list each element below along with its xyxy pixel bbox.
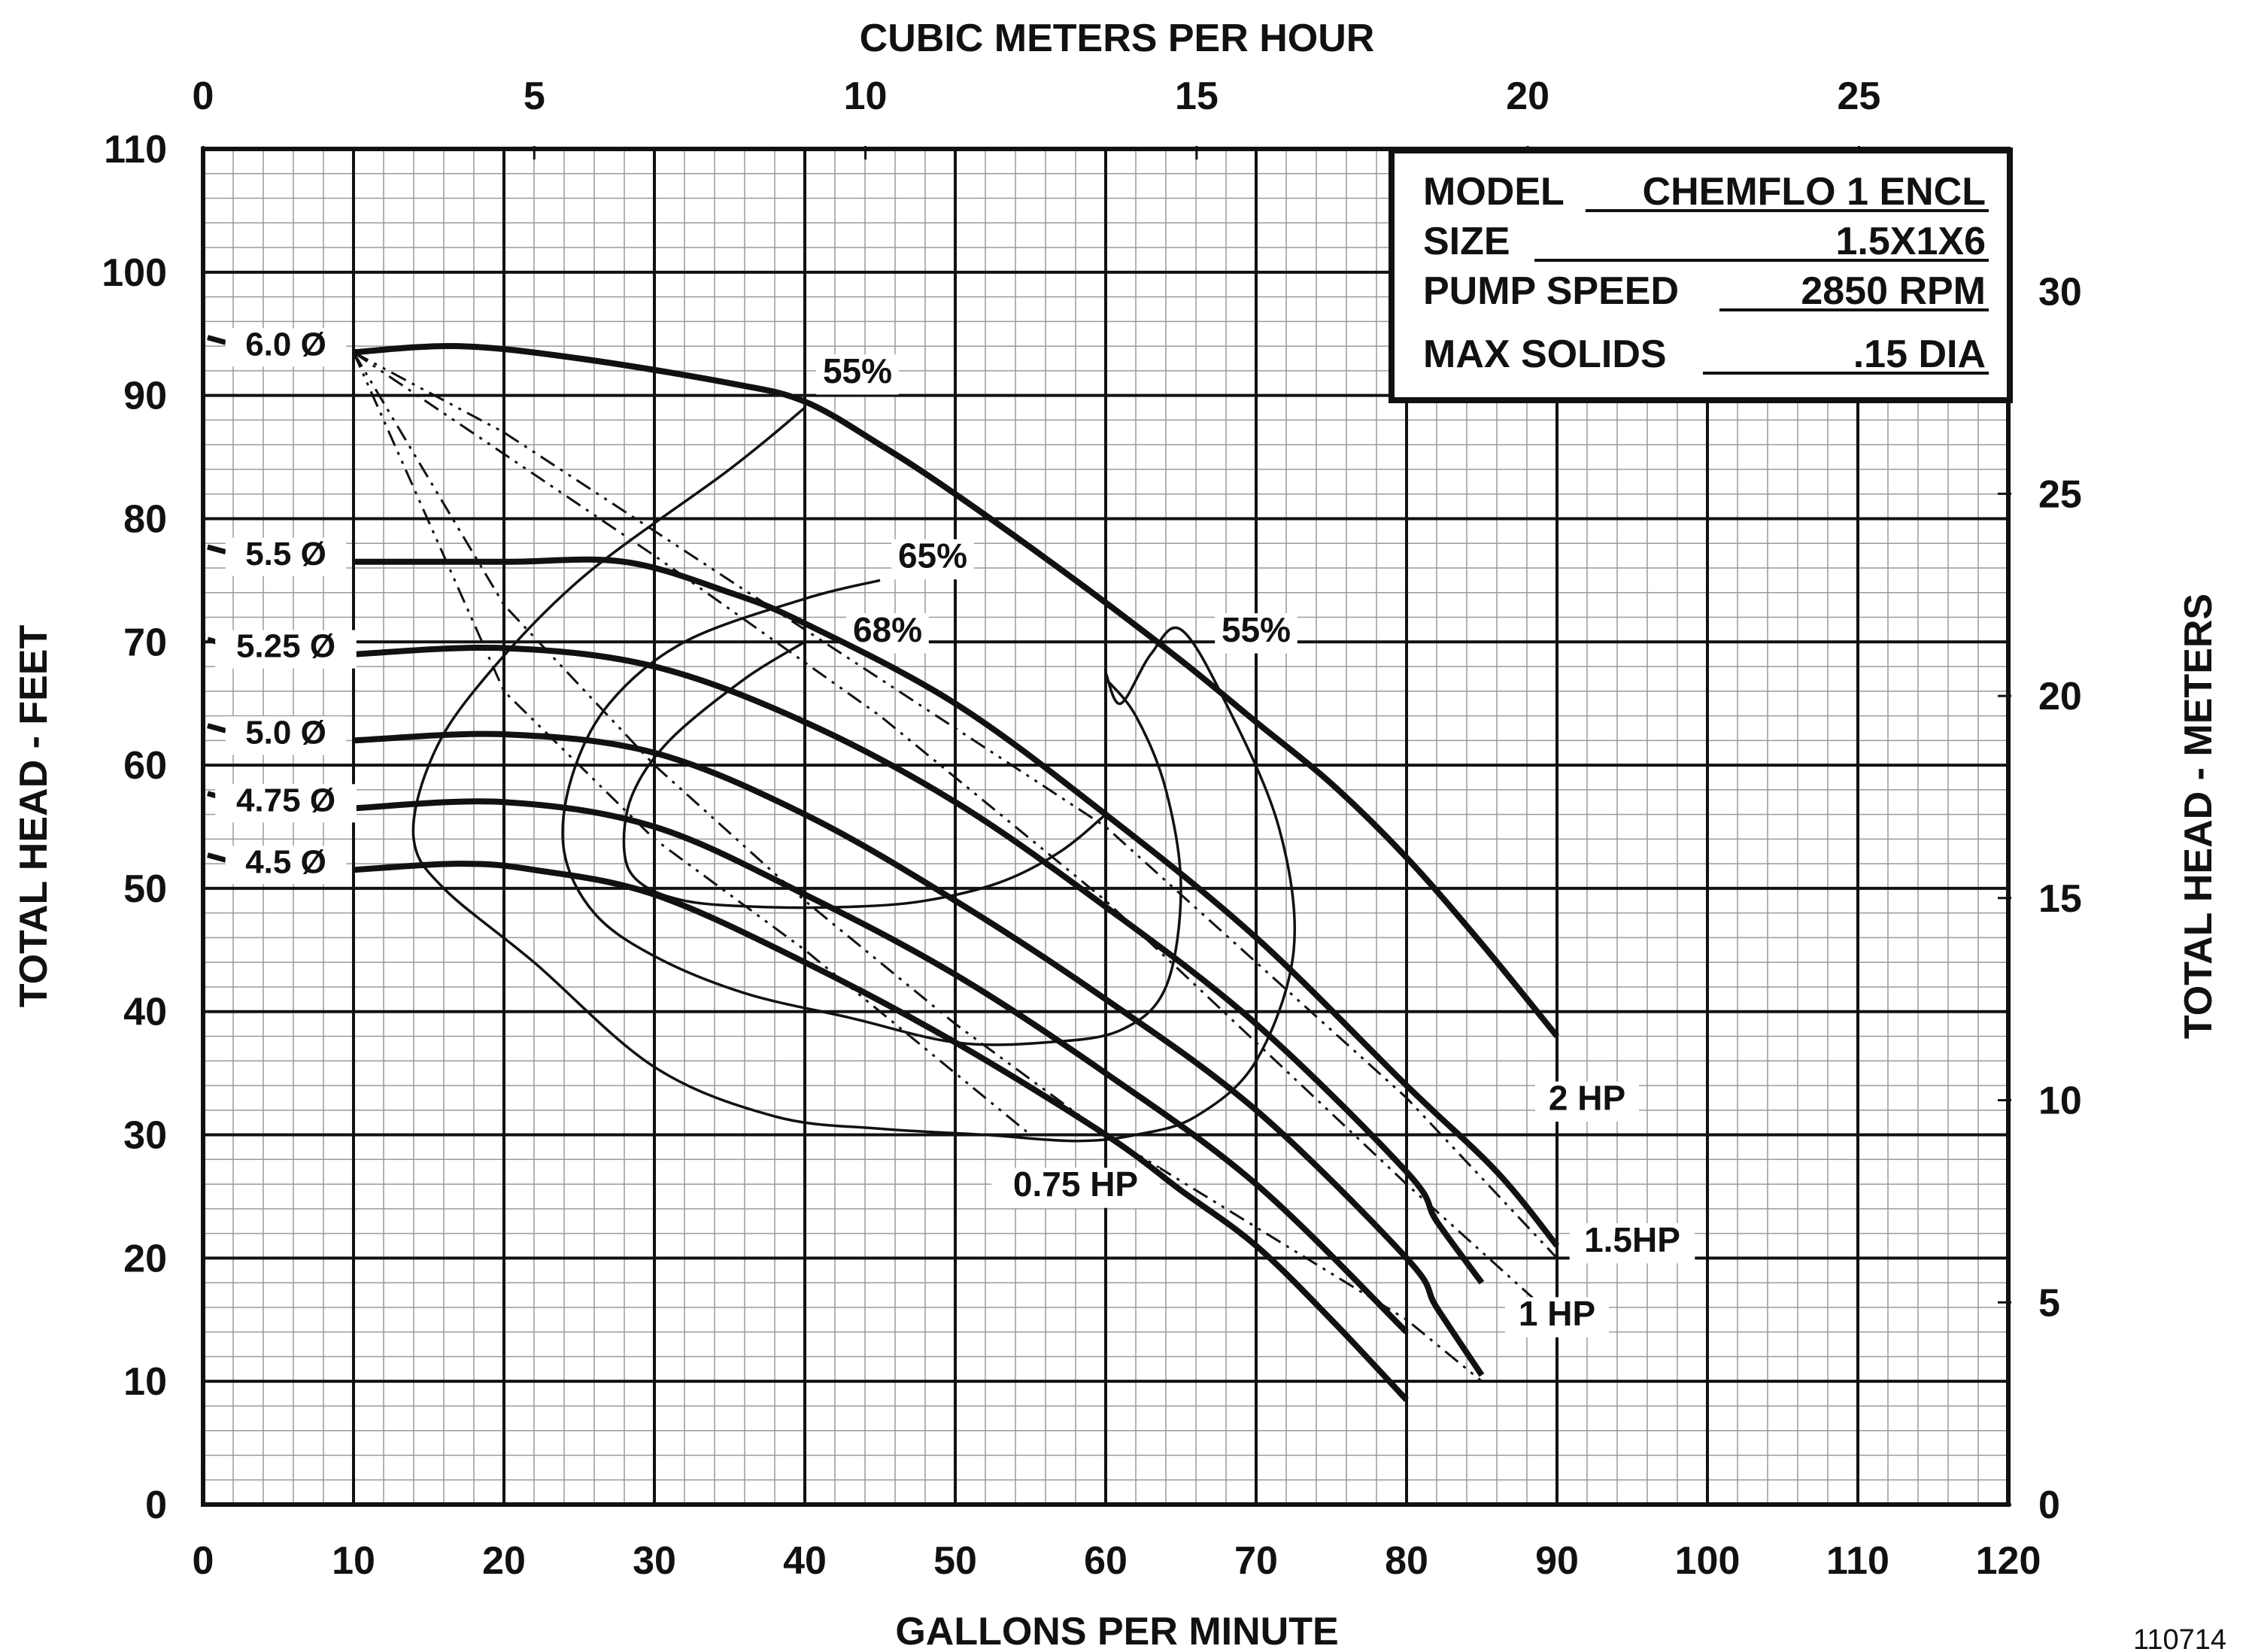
- impeller-label-bg: [225, 537, 347, 576]
- curves: 2 HP 1.5HP 1 HP 0.75 HP 55% 65% 68% 55% 6.0 Ø 5.5…: [207, 326, 1695, 1402]
- x-tick-label: 20: [482, 1539, 526, 1583]
- x-tick-label: 40: [783, 1539, 827, 1583]
- efficiency-label-bg: [1215, 613, 1297, 654]
- impeller-curve: [353, 342, 1560, 1039]
- impeller-curve: [353, 861, 1409, 1402]
- y-tick-label: 40: [123, 991, 167, 1034]
- y-tick-label: 110: [104, 128, 167, 172]
- efficiency-curve: [561, 579, 1182, 1046]
- info-size-value: 1.5X1X6: [1836, 220, 1986, 263]
- y-tick-label: 20: [123, 1237, 167, 1280]
- impeller-curve: [353, 798, 1409, 1335]
- efficiency-curve: [411, 406, 1297, 1143]
- info-model-value: CHEMFLO 1 ENCL: [1643, 170, 1986, 214]
- impeller-label-bg: [225, 846, 347, 885]
- impeller-label: 5.0 Ø: [245, 714, 326, 751]
- impeller-curve: [354, 556, 1560, 1248]
- y-tick-label: 70: [123, 621, 167, 664]
- top-tick-label: 25: [1838, 74, 1881, 118]
- info-size-label: SIZE: [1423, 220, 1510, 263]
- y-tick-label: 30: [123, 1114, 167, 1158]
- right-tick-label: 5: [2038, 1281, 2060, 1325]
- impeller-curve: [353, 644, 1485, 1285]
- info-model-label: MODEL: [1423, 170, 1565, 214]
- impeller-curve-stub: [207, 852, 226, 863]
- efficiency-label-bg: [846, 613, 929, 654]
- impeller-label: 4.75 Ø: [236, 782, 335, 818]
- impeller-curve-stub: [207, 335, 226, 345]
- impeller-label: 5.25 Ø: [236, 628, 335, 665]
- info-solids-label: MAX SOLIDS: [1423, 333, 1667, 376]
- impeller-label-bg: [215, 630, 357, 669]
- power-line-label-bg: [1569, 1223, 1695, 1264]
- top-tick-label: 5: [524, 74, 545, 118]
- efficiency-label: 55%: [823, 351, 892, 390]
- right-tick-label: 25: [2038, 472, 2082, 516]
- info-solids-value: .15 DIA: [1853, 333, 1986, 376]
- impeller-label-bg: [225, 716, 347, 755]
- power-line: [353, 351, 1558, 1259]
- x-tick-label: 70: [1234, 1539, 1278, 1583]
- top-tick-label: 20: [1506, 74, 1549, 118]
- impeller-curve: [353, 730, 1485, 1377]
- y-tick-label: 80: [123, 497, 167, 541]
- x-axis-label: GALLONS PER MINUTE: [895, 1610, 1338, 1652]
- impeller-label: 4.5 Ø: [245, 843, 326, 880]
- x-tick-label: 120: [1976, 1539, 2041, 1583]
- info-box: MODEL CHEMFLO 1 ENCL SIZE 1.5X1X6 PUMP S…: [1389, 147, 2013, 403]
- info-speed-value: 2850 RPM: [1801, 269, 1986, 313]
- power-line-label: 2 HP: [1549, 1078, 1625, 1117]
- power-line-label-bg: [1534, 1081, 1640, 1122]
- y-tick-label: 0: [145, 1483, 167, 1527]
- impeller-curve-stub: [207, 544, 226, 555]
- y-tick-label: 90: [123, 375, 167, 418]
- efficiency-label-bg: [891, 539, 974, 580]
- impeller-curve-stub: [207, 723, 226, 733]
- y-axis-label-right: TOTAL HEAD - METERS: [2177, 594, 2220, 1039]
- top-tick-label: 15: [1175, 74, 1219, 118]
- figure-code: 110714: [2133, 1624, 2226, 1652]
- top-axis-label: CUBIC METERS PER HOUR: [860, 17, 1375, 60]
- x-tick-label: 30: [633, 1539, 676, 1583]
- impeller-label-bg: [215, 784, 357, 823]
- right-tick-label: 10: [2038, 1080, 2082, 1123]
- x-tick-label: 50: [933, 1539, 977, 1583]
- power-line-label-bg: [991, 1168, 1160, 1208]
- efficiency-label: 55%: [1222, 610, 1291, 649]
- y-tick-label: 100: [102, 251, 167, 295]
- plot-frame: [201, 147, 2011, 1507]
- power-line-label: 0.75 HP: [1013, 1165, 1138, 1204]
- y-tick-label: 60: [123, 744, 167, 788]
- x-tick-label: 0: [193, 1539, 214, 1583]
- right-tick-label: 20: [2038, 675, 2082, 718]
- top-tick-label: 0: [193, 74, 214, 118]
- right-tick-label: 30: [2038, 271, 2082, 314]
- right-tick-label: 0: [2038, 1483, 2060, 1527]
- impeller-label: 5.5 Ø: [245, 536, 326, 572]
- x-tick-label: 90: [1535, 1539, 1579, 1583]
- top-tick-label: 10: [844, 74, 888, 118]
- efficiency-label-bg: [816, 354, 899, 395]
- info-speed-label: PUMP SPEED: [1423, 269, 1679, 313]
- y-axis-label-left: TOTAL HEAD - FEET: [12, 625, 56, 1008]
- x-tick-label: 100: [1675, 1539, 1741, 1583]
- power-line-label-bg: [1504, 1297, 1610, 1338]
- x-tick-label: 80: [1385, 1539, 1428, 1583]
- power-line-label: 1 HP: [1519, 1294, 1595, 1333]
- y-tick-label: 50: [123, 867, 167, 911]
- x-tick-label: 60: [1084, 1539, 1128, 1583]
- x-tick-label: 110: [1826, 1539, 1889, 1583]
- power-line-label: 1.5HP: [1584, 1220, 1680, 1259]
- efficiency-label: 68%: [853, 610, 922, 649]
- impeller-label-bg: [225, 328, 347, 367]
- x-tick-label: 10: [332, 1539, 375, 1583]
- impeller-label: 6.0 Ø: [245, 326, 326, 363]
- y-tick-label: 10: [123, 1360, 167, 1404]
- efficiency-curve: [622, 640, 1107, 910]
- efficiency-label: 65%: [898, 536, 967, 575]
- ticks: 0 10 20 30 40 50 60 70 80 90 100 110 120010203040506…: [102, 74, 2082, 1583]
- right-tick-label: 15: [2038, 877, 2082, 921]
